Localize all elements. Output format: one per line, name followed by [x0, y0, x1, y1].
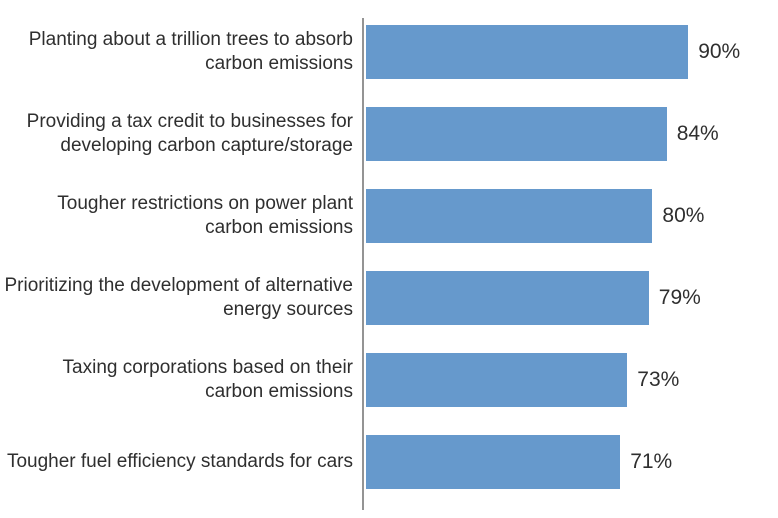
bar [366, 107, 667, 161]
bar-label: Taxing corporations based on their carbo… [0, 356, 357, 404]
chart-row: Tougher restrictions on power plant carb… [0, 182, 778, 250]
chart-row: Planting about a trillion trees to absor… [0, 18, 778, 86]
chart-row: Tougher fuel efficiency standards for ca… [0, 428, 778, 496]
bar-label: Prioritizing the development of alternat… [0, 274, 357, 322]
bar-label: Planting about a trillion trees to absor… [0, 28, 357, 76]
bar [366, 189, 652, 243]
bar-value: 71% [630, 450, 672, 474]
bar-value: 84% [677, 122, 719, 146]
bar-chart: Planting about a trillion trees to absor… [0, 18, 778, 510]
bar-value: 80% [662, 204, 704, 228]
bar-value: 79% [659, 286, 701, 310]
bar [366, 435, 620, 489]
bar-label: Providing a tax credit to businesses for… [0, 110, 357, 158]
chart-row: Prioritizing the development of alternat… [0, 264, 778, 332]
bar-value: 90% [698, 40, 740, 64]
chart-row: Providing a tax credit to businesses for… [0, 100, 778, 168]
bar-label: Tougher fuel efficiency standards for ca… [0, 450, 357, 474]
bar [366, 25, 688, 79]
y-axis-line [362, 18, 364, 510]
bar-label: Tougher restrictions on power plant carb… [0, 192, 357, 240]
bar-value: 73% [637, 368, 679, 392]
bar [366, 271, 649, 325]
chart-row: Taxing corporations based on their carbo… [0, 346, 778, 414]
bar [366, 353, 627, 407]
